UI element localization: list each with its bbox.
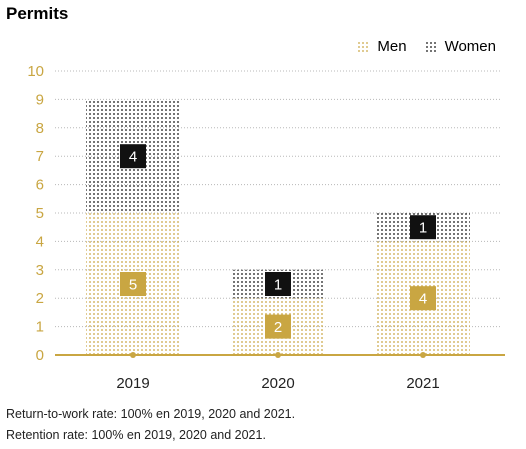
- data-label-women-2021: 1: [419, 220, 427, 237]
- data-label-men-2019: 5: [129, 277, 137, 294]
- axes: 0 1 2 3 4 5 6 7 8 9 10 2019 2020 2021: [27, 63, 505, 392]
- y-tick-label-2: 2: [36, 290, 44, 307]
- data-label-women-2019: 4: [129, 149, 137, 166]
- data-label-box-women-2019: [120, 144, 146, 169]
- bars: 5 4 2 1 4 1: [86, 99, 470, 355]
- y-tick-label-4: 4: [36, 233, 44, 250]
- chart-title: Permits: [6, 4, 69, 23]
- y-tick-label-7: 7: [36, 148, 44, 165]
- y-tick-label-9: 9: [36, 91, 44, 108]
- legend-swatch-women: [424, 40, 437, 53]
- y-tick-label-0: 0: [36, 347, 44, 364]
- y-tick-label-10: 10: [27, 63, 44, 80]
- data-label-box-women-2021: [410, 215, 436, 240]
- y-tick-label-6: 6: [36, 177, 44, 194]
- y-tick-label-3: 3: [36, 262, 44, 279]
- x-tick-label-2021: 2021: [406, 375, 439, 392]
- legend-label-men: Men: [377, 38, 407, 55]
- chart-legend: Men Women: [339, 38, 496, 55]
- y-tick-label-8: 8: [36, 120, 44, 137]
- note-retention: Retention rate: 100% en 2019, 2020 and 2…: [6, 428, 266, 442]
- x-tick-label-2019: 2019: [116, 375, 149, 392]
- x-tick-label-2020: 2020: [261, 375, 294, 392]
- data-label-box-men-2021: [410, 286, 436, 311]
- data-label-women-2020: 1: [274, 277, 282, 294]
- legend-swatch-men: [357, 40, 370, 53]
- legend-label-women: Women: [444, 38, 496, 55]
- note-return-to-work: Return-to-work rate: 100% en 2019, 2020 …: [6, 407, 296, 421]
- y-tick-label-1: 1: [36, 319, 44, 336]
- data-label-men-2020: 2: [274, 319, 282, 336]
- y-tick-label-5: 5: [36, 205, 44, 222]
- data-label-box-men-2020: [265, 314, 291, 339]
- data-label-men-2021: 4: [419, 291, 427, 308]
- data-label-box-men-2019: [120, 272, 146, 296]
- legend-item-men: Men: [357, 38, 407, 55]
- legend-item-women: Women: [424, 38, 496, 55]
- data-label-box-women-2020: [265, 272, 291, 296]
